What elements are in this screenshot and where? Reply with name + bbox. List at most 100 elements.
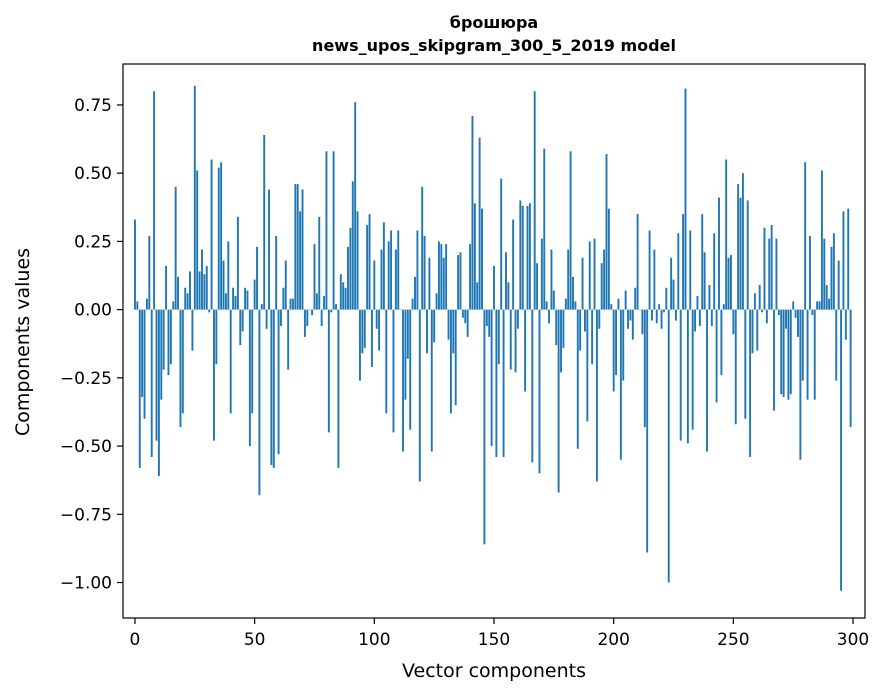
bar: [483, 309, 486, 545]
bar: [526, 205, 529, 310]
bar: [311, 309, 314, 316]
bar: [488, 309, 491, 337]
x-tick-label: 250: [717, 630, 749, 650]
bar: [811, 309, 814, 316]
bar: [753, 293, 756, 310]
bar: [303, 309, 306, 337]
chart-subtitle: news_upos_skipgram_300_5_2019 model: [312, 36, 676, 55]
bar: [193, 85, 196, 310]
bar: [469, 244, 472, 310]
bar: [153, 91, 156, 310]
bar: [361, 309, 364, 354]
bar: [564, 298, 567, 310]
bar: [406, 309, 409, 359]
bar: [785, 309, 787, 329]
bar: [473, 203, 476, 310]
bar: [430, 309, 433, 452]
bar: [505, 252, 507, 310]
bar: [684, 88, 687, 310]
bar: [174, 186, 177, 310]
bar: [737, 184, 740, 310]
bar: [368, 214, 371, 310]
y-axis-label: Components values: [12, 248, 34, 436]
bar: [461, 309, 464, 318]
x-tick-label: 200: [597, 630, 629, 650]
bar: [148, 235, 151, 310]
bar: [672, 279, 675, 310]
bar: [576, 309, 579, 449]
bar: [217, 167, 220, 310]
bar: [373, 260, 376, 310]
bar: [500, 178, 503, 310]
bar: [277, 309, 280, 455]
y-tick-label: 0.00: [74, 301, 112, 321]
bar: [665, 287, 668, 310]
bar: [574, 301, 577, 310]
bar: [299, 211, 302, 310]
bar: [509, 309, 512, 370]
bar: [648, 230, 651, 310]
bar: [270, 309, 273, 466]
bar: [730, 255, 732, 310]
bar: [160, 309, 163, 400]
bar: [198, 271, 201, 310]
bar: [251, 309, 254, 414]
bar: [421, 186, 424, 310]
bar: [533, 91, 536, 310]
bar: [246, 290, 249, 310]
bar: [392, 309, 395, 433]
bar: [375, 309, 378, 329]
bar: [275, 235, 278, 310]
bar: [797, 309, 799, 337]
bar: [691, 309, 694, 430]
bar: [179, 309, 182, 427]
bar: [287, 309, 290, 370]
bar: [447, 309, 450, 340]
bar: [481, 208, 483, 310]
bar: [167, 309, 170, 376]
x-tick-label: 50: [244, 630, 266, 650]
bar: [224, 293, 227, 310]
bar: [641, 309, 644, 335]
bar: [490, 309, 493, 447]
bar: [627, 309, 629, 329]
bar: [540, 238, 543, 310]
bar: [136, 301, 139, 310]
bar: [172, 301, 175, 310]
bar: [698, 309, 701, 326]
bar: [478, 137, 481, 310]
bar: [442, 257, 445, 310]
bar: [272, 309, 275, 468]
bar: [342, 282, 345, 310]
bar: [363, 309, 366, 348]
bar: [847, 208, 850, 310]
bar: [248, 309, 251, 447]
bar: [227, 241, 230, 310]
bar: [157, 309, 160, 477]
bar: [186, 293, 189, 310]
bar: [502, 309, 505, 457]
bars-group: [134, 85, 852, 591]
bar: [823, 238, 826, 310]
bar: [177, 276, 179, 310]
bar: [397, 230, 400, 310]
y-tick-label: −0.50: [60, 437, 112, 457]
bar: [385, 309, 388, 414]
bar: [440, 244, 443, 310]
bar: [720, 309, 723, 376]
bar: [581, 257, 584, 310]
bar: [780, 309, 783, 395]
bar: [722, 304, 725, 310]
bar: [531, 309, 534, 463]
bar: [457, 255, 460, 310]
bar: [835, 309, 838, 381]
x-tick-label: 150: [478, 630, 510, 650]
bar: [775, 238, 778, 310]
bar: [411, 298, 414, 310]
bar: [686, 309, 689, 444]
bar: [607, 208, 610, 310]
bar: [294, 184, 297, 310]
bar: [562, 309, 565, 348]
bar: [706, 309, 708, 452]
bar: [557, 309, 560, 493]
